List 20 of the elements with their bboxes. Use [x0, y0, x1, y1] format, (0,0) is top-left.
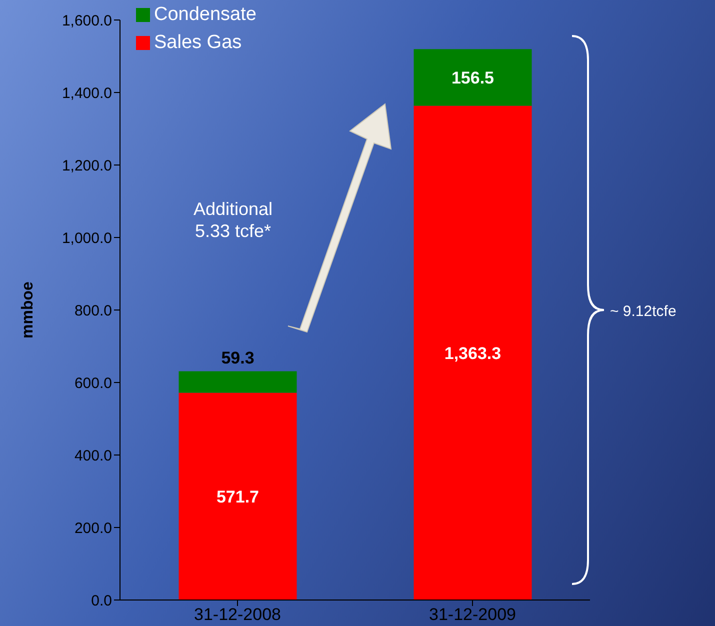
data-label: 571.7	[216, 487, 260, 506]
y-tick-label: 800.0	[74, 302, 112, 320]
y-axis-title: mmboe	[20, 281, 37, 338]
text: ~ 9.12tcfe	[610, 303, 676, 320]
y-tick-label: 1,200.0	[62, 157, 112, 174]
data-label: 156.5	[451, 68, 494, 88]
y-tick-label: 200.0	[74, 520, 112, 537]
legend-label: Sales Gas	[154, 32, 242, 54]
data-label: 1,363.3	[444, 344, 502, 363]
y-tick-label: 0.0	[91, 592, 112, 610]
data-label: 59.3	[221, 348, 254, 368]
y-tick-label: 400.0	[74, 447, 112, 464]
x-tick-label: 31-12-2009	[429, 605, 516, 624]
legend-label: Condensate	[154, 4, 256, 26]
annotation: Additional 5.33 tcfe*	[192, 198, 274, 242]
y-tick-label: 600.0	[74, 374, 112, 392]
y-tick-label: 1,000.0	[62, 230, 112, 247]
y-tick-label: 1,400.0	[62, 84, 112, 102]
y-tick-label: 1,600.0	[62, 12, 112, 30]
x-tick-label: 31-12-2008	[194, 605, 281, 624]
